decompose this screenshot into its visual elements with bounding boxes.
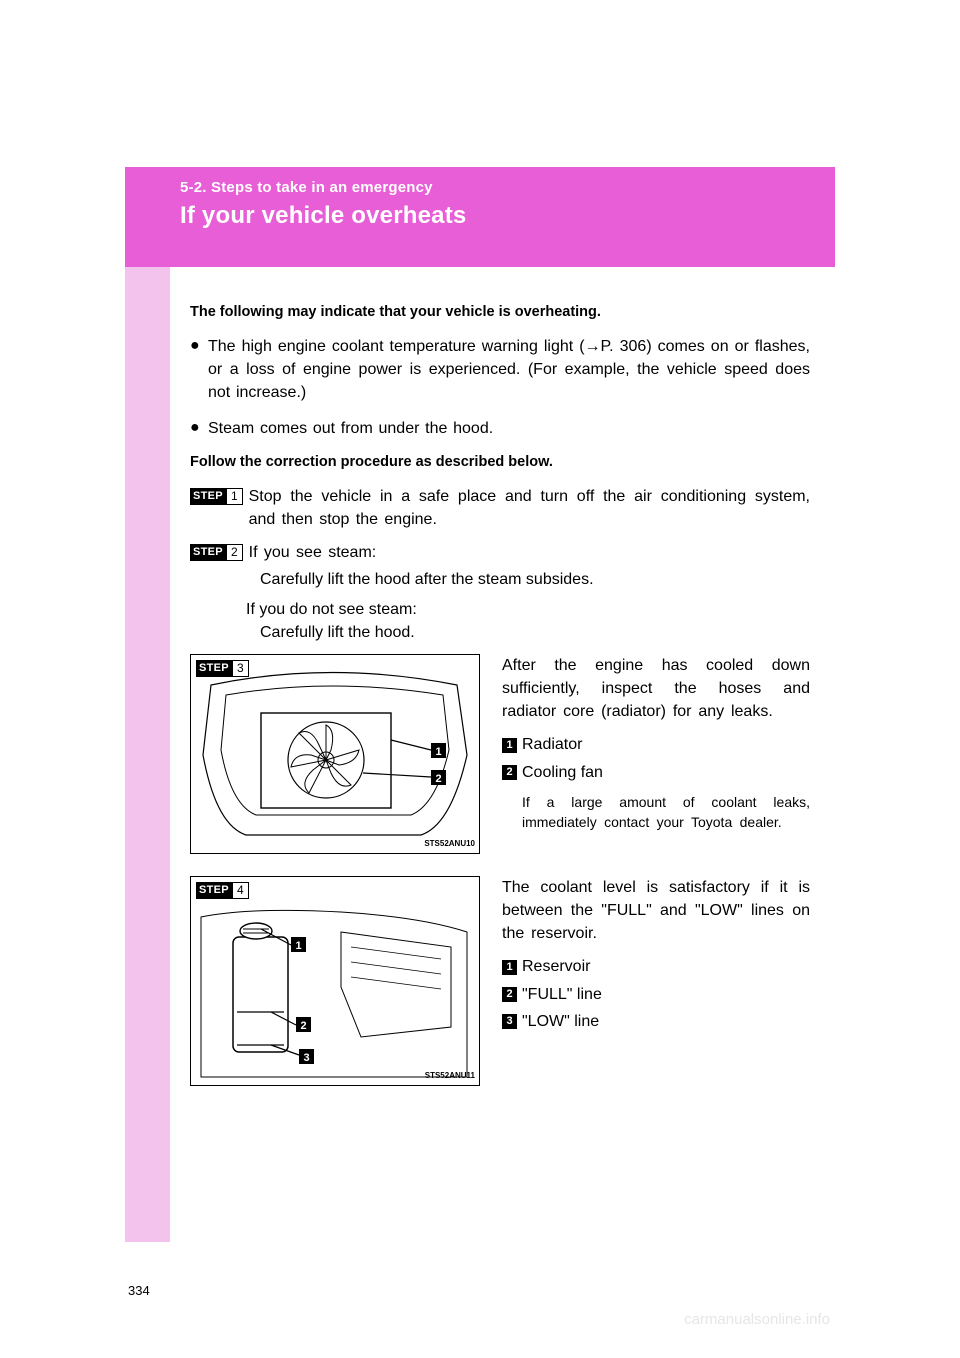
reservoir-figure: STEP 4	[190, 876, 480, 1086]
step-text: If you see steam:	[249, 541, 810, 564]
bullet-icon: ●	[190, 417, 208, 440]
svg-text:1: 1	[435, 746, 441, 758]
step-subline: Carefully lift the hood after the steam …	[260, 568, 810, 591]
intro-text: The following may indicate that your veh…	[190, 302, 810, 323]
engine-diagram-svg: 1 2	[191, 655, 477, 851]
bullet-text: Steam comes out from under the hood.	[208, 417, 810, 440]
figure-description: After the engine has cooled down suffici…	[502, 654, 810, 854]
callout-number-icon: 2	[502, 987, 517, 1002]
svg-text:2: 2	[300, 1020, 306, 1032]
callout-number-icon: 3	[502, 1014, 517, 1029]
bullet-item: ● Steam comes out from under the hood.	[190, 417, 810, 440]
figure-description: The coolant level is satisfactory if it …	[502, 876, 810, 1086]
step-row: STEP 2 If you see steam:	[190, 541, 810, 564]
step-label: STEP	[196, 660, 232, 677]
bullet-icon: ●	[190, 335, 208, 405]
bullet-text: The high engine coolant temperature warn…	[208, 335, 810, 405]
engine-bay-figure: STEP 3	[190, 654, 480, 854]
callout-item: 2 Cooling fan	[502, 761, 810, 784]
chapter-tab-sidebar	[125, 167, 170, 1242]
step-number: 1	[226, 488, 243, 505]
section-header: 5-2. Steps to take in an emergency If yo…	[125, 167, 835, 267]
step-subtext: If you do not see steam: Carefully lift …	[246, 598, 810, 644]
callout-item: 2 "FULL" line	[502, 983, 810, 1006]
step3-note: If a large amount of coolant leaks, imme…	[522, 792, 810, 833]
callout-item: 1 Radiator	[502, 733, 810, 756]
content-body: The following may indicate that your veh…	[190, 302, 810, 1086]
figure-row: STEP 4	[190, 876, 810, 1086]
step-row: STEP 1 Stop the vehicle in a safe place …	[190, 485, 810, 531]
page-number: 334	[128, 1283, 150, 1298]
callout-number-icon: 1	[502, 738, 517, 753]
watermark-text: carmanualsonline.info	[684, 1311, 830, 1328]
step-number: 2	[226, 544, 243, 561]
callout-item: 3 "LOW" line	[502, 1010, 810, 1033]
section-title: If your vehicle overheats	[180, 202, 835, 230]
manual-page: 5-2. Steps to take in an emergency If yo…	[0, 0, 960, 1358]
bullet-item: ● The high engine coolant temperature wa…	[190, 335, 810, 405]
figure-caption: STS52ANU11	[425, 1070, 475, 1082]
section-number: 5-2. Steps to take in an emergency	[180, 179, 835, 196]
step-badge: STEP 4	[196, 882, 249, 899]
callout-label: Reservoir	[522, 955, 590, 978]
step-badge: STEP 3	[196, 660, 249, 677]
callout-label: Radiator	[522, 733, 582, 756]
follow-text: Follow the correction procedure as descr…	[190, 452, 810, 473]
step-subtext: Carefully lift the hood after the steam …	[246, 568, 810, 591]
step-badge: STEP 1	[190, 488, 243, 505]
callout-label: "LOW" line	[522, 1010, 599, 1033]
callout-number-icon: 1	[502, 960, 517, 975]
step-subline: If you do not see steam:	[246, 598, 810, 621]
step-number: 3	[232, 660, 249, 677]
callout-label: "FULL" line	[522, 983, 602, 1006]
step-label: STEP	[196, 882, 232, 899]
step-subline: Carefully lift the hood.	[260, 621, 810, 644]
svg-text:3: 3	[303, 1052, 309, 1064]
figure-caption: STS52ANU10	[424, 838, 475, 850]
callout-number-icon: 2	[502, 765, 517, 780]
step3-paragraph: After the engine has cooled down suffici…	[502, 654, 810, 724]
reservoir-diagram-svg: 1 2 3	[191, 877, 477, 1083]
step-number: 4	[232, 882, 249, 899]
step-badge: STEP 2	[190, 544, 243, 561]
callout-item: 1 Reservoir	[502, 955, 810, 978]
step-text: Stop the vehicle in a safe place and tur…	[249, 485, 810, 531]
step4-paragraph: The coolant level is satisfactory if it …	[502, 876, 810, 946]
step-label: STEP	[190, 488, 226, 505]
callout-label: Cooling fan	[522, 761, 603, 784]
step-label: STEP	[190, 544, 226, 561]
svg-text:2: 2	[435, 773, 441, 785]
svg-text:1: 1	[295, 940, 301, 952]
figure-row: STEP 3	[190, 654, 810, 854]
